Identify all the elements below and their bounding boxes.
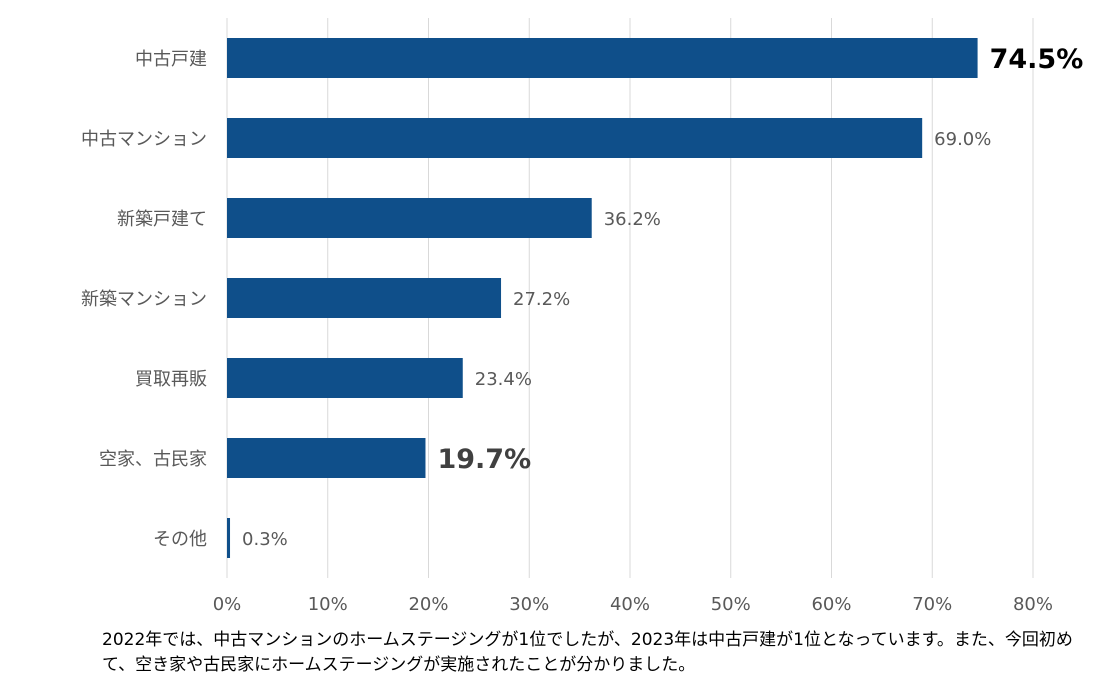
x-tick-label: 10%: [308, 594, 348, 615]
data-label: 69.0%: [934, 129, 991, 150]
category-label: 中古マンション: [81, 129, 207, 150]
x-tick-label: 40%: [610, 594, 650, 615]
data-label: 74.5%: [990, 44, 1084, 75]
x-tick-label: 0%: [213, 594, 242, 615]
category-label: 買取再販: [135, 369, 207, 390]
bar-chart: 0% 10% 20% 30% 40% 50% 60% 70% 80% 中古戸建 74.5% 中古マンシ…: [81, 18, 1084, 615]
caption-note: 2022年では、中古マンションのホームステージングが1位でしたが、2023年は中…: [102, 630, 1073, 675]
x-tick-label: 50%: [711, 594, 751, 615]
data-label: 27.2%: [513, 289, 570, 310]
bar: [227, 118, 923, 158]
x-tick-label: 30%: [509, 594, 549, 615]
bar: [227, 38, 978, 78]
data-label: 36.2%: [604, 209, 661, 230]
category-label: 新築マンション: [81, 289, 207, 310]
category-label: その他: [153, 529, 207, 550]
category-label: 空家、古民家: [99, 449, 207, 470]
data-label: 23.4%: [475, 369, 532, 390]
data-label: 0.3%: [242, 529, 288, 550]
category-label: 新築戸建て: [117, 209, 207, 230]
bar: [227, 518, 231, 558]
bar: [227, 438, 426, 478]
bar: [227, 278, 502, 318]
category-label: 中古戸建: [135, 49, 207, 70]
x-tick-label: 20%: [408, 594, 448, 615]
x-tick-label: 80%: [1013, 594, 1053, 615]
x-tick-label: 60%: [811, 594, 851, 615]
data-label: 19.7%: [437, 444, 531, 475]
bar: [227, 198, 592, 238]
x-tick-label: 70%: [912, 594, 952, 615]
bar: [227, 358, 463, 398]
